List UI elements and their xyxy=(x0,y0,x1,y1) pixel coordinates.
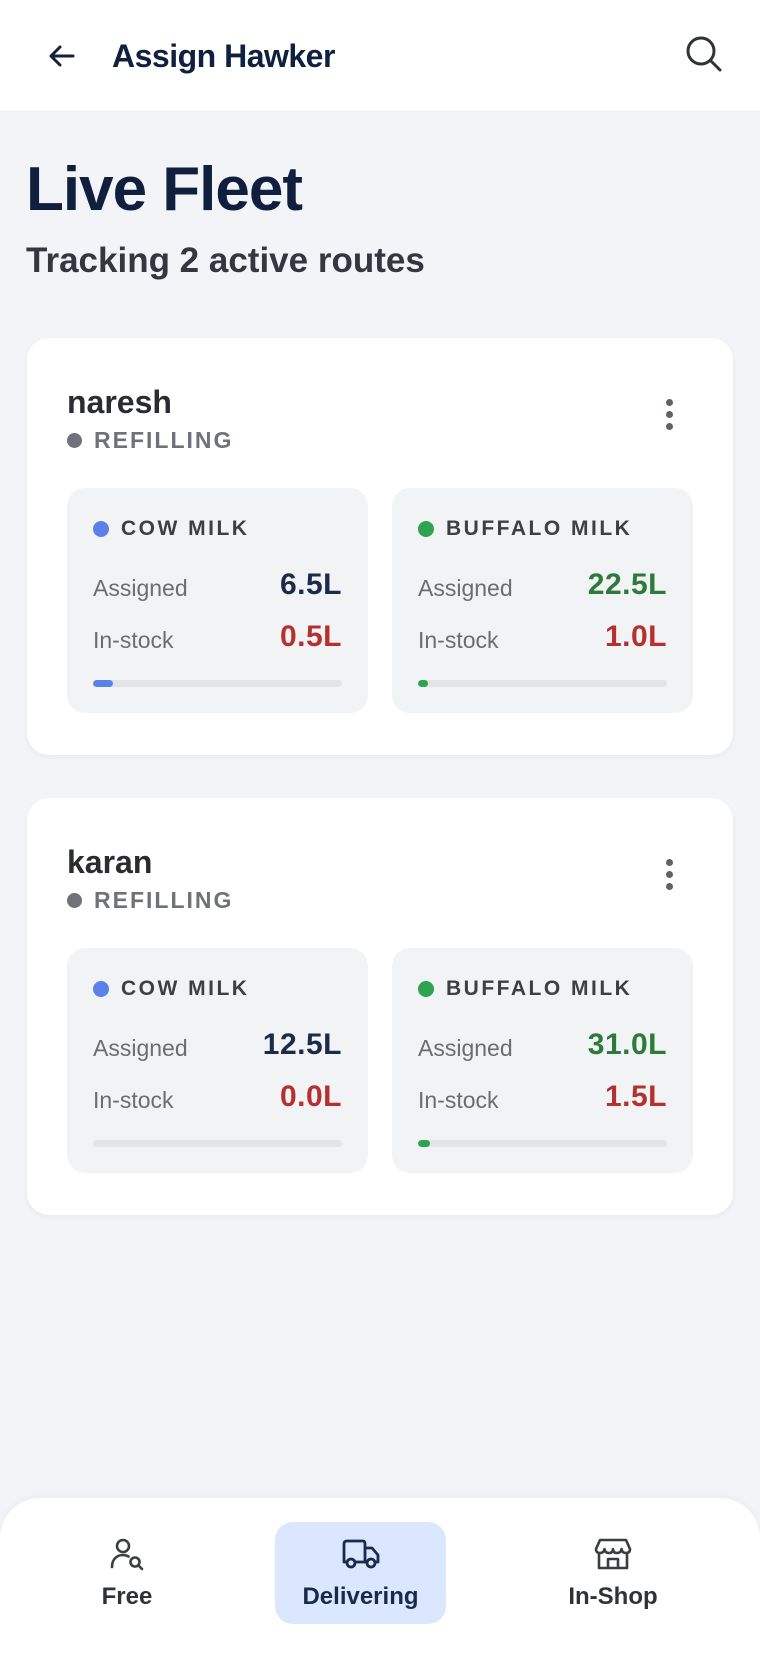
page-subtitle: Tracking 2 active routes xyxy=(26,241,425,280)
milk-type-label: COW MILK xyxy=(121,977,250,1000)
page-title: Live Fleet xyxy=(26,155,303,224)
nav-label: Delivering xyxy=(302,1583,419,1610)
search-button[interactable] xyxy=(680,30,728,78)
buffalo-milk-dot xyxy=(418,521,434,537)
buffalo-milk-tile: BUFFALO MILK Assigned 22.5L In-stock 1.0… xyxy=(392,488,693,713)
nav-tab-in-shop[interactable]: In-Shop xyxy=(536,1522,690,1624)
more-options-button[interactable] xyxy=(649,850,689,898)
status-text: REFILLING xyxy=(94,427,234,453)
hawker-name: karan xyxy=(67,844,153,880)
stock-progress-bar xyxy=(93,1140,342,1147)
stock-progress-bar xyxy=(418,1140,667,1147)
back-button[interactable] xyxy=(40,34,84,78)
stock-progress-bar xyxy=(418,680,667,687)
top-app-bar: Assign Hawker xyxy=(0,0,760,112)
store-icon xyxy=(593,1534,633,1574)
assigned-value: 22.5L xyxy=(587,568,667,601)
hawker-card: karan REFILLING COW MILK Assigned 12.5L … xyxy=(27,798,733,1215)
assigned-value: 12.5L xyxy=(262,1028,342,1061)
instock-value: 0.0L xyxy=(279,1080,342,1113)
status-indicator: REFILLING xyxy=(67,426,233,454)
bottom-navigation: Free Delivering In-Shop xyxy=(0,1498,760,1660)
instock-label: In-stock xyxy=(418,627,499,653)
assigned-label: Assigned xyxy=(418,1035,513,1061)
app-bar-title: Assign Hawker xyxy=(112,38,335,74)
instock-value: 1.0L xyxy=(604,620,667,653)
stock-progress-fill xyxy=(418,680,428,687)
stock-progress-bar xyxy=(93,680,342,687)
buffalo-milk-dot xyxy=(418,981,434,997)
status-text: REFILLING xyxy=(94,887,234,913)
assigned-label: Assigned xyxy=(93,1035,188,1061)
instock-label: In-stock xyxy=(93,627,174,653)
milk-type-label: BUFFALO MILK xyxy=(446,517,633,540)
stock-progress-fill xyxy=(93,680,113,687)
instock-value: 0.5L xyxy=(279,620,342,653)
nav-tab-delivering[interactable]: Delivering xyxy=(275,1522,446,1624)
instock-label: In-stock xyxy=(418,1087,499,1113)
instock-value: 1.5L xyxy=(604,1080,667,1113)
more-options-button[interactable] xyxy=(649,390,689,438)
search-icon xyxy=(686,36,722,72)
nav-tab-free[interactable]: Free xyxy=(50,1522,204,1624)
assigned-value: 6.5L xyxy=(279,568,342,601)
cow-milk-tile: COW MILK Assigned 6.5L In-stock 0.5L xyxy=(67,488,368,713)
assigned-label: Assigned xyxy=(418,575,513,601)
status-dot xyxy=(67,432,82,448)
cow-milk-dot xyxy=(93,521,109,537)
user-search-icon xyxy=(107,1534,147,1574)
assigned-value: 31.0L xyxy=(587,1028,667,1061)
status-indicator: REFILLING xyxy=(67,886,233,914)
assigned-label: Assigned xyxy=(93,575,188,601)
nav-label: In-Shop xyxy=(568,1583,658,1610)
nav-label: Free xyxy=(101,1583,153,1610)
status-dot xyxy=(67,892,82,908)
hawker-card: naresh REFILLING COW MILK Assigned 6.5L … xyxy=(27,338,733,755)
stock-progress-fill xyxy=(418,1140,431,1147)
more-vertical-icon xyxy=(665,858,673,866)
hawker-name: naresh xyxy=(67,384,172,420)
arrow-left-icon xyxy=(49,45,75,67)
cow-milk-dot xyxy=(93,981,109,997)
instock-label: In-stock xyxy=(93,1087,174,1113)
more-vertical-icon xyxy=(665,398,673,406)
milk-type-label: COW MILK xyxy=(121,517,250,540)
milk-type-label: BUFFALO MILK xyxy=(446,977,633,1000)
cow-milk-tile: COW MILK Assigned 12.5L In-stock 0.0L xyxy=(67,948,368,1173)
buffalo-milk-tile: BUFFALO MILK Assigned 31.0L In-stock 1.5… xyxy=(392,948,693,1173)
truck-icon xyxy=(341,1534,381,1574)
